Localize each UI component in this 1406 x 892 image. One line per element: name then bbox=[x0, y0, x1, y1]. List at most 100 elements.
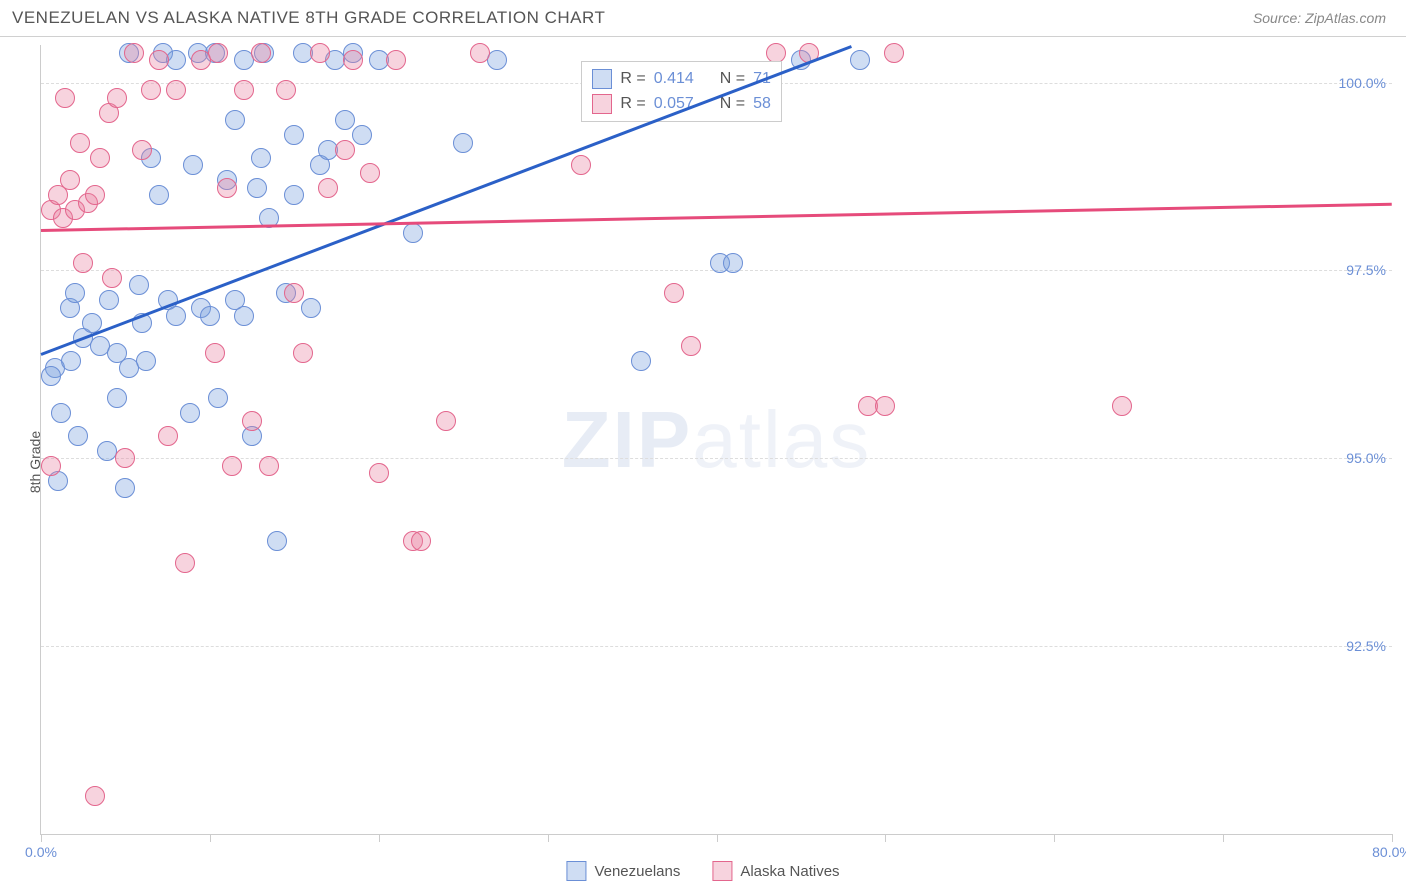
scatter-point bbox=[234, 306, 254, 326]
scatter-point bbox=[850, 50, 870, 70]
scatter-point bbox=[276, 80, 296, 100]
legend-label: Venezuelans bbox=[594, 863, 680, 880]
x-tick-label: 80.0% bbox=[1372, 844, 1406, 860]
scatter-point bbox=[205, 343, 225, 363]
scatter-point bbox=[149, 50, 169, 70]
scatter-point bbox=[97, 441, 117, 461]
x-tick bbox=[548, 834, 549, 842]
scatter-point bbox=[411, 531, 431, 551]
scatter-point bbox=[335, 110, 355, 130]
legend-item-venezuelans: Venezuelans bbox=[566, 861, 680, 881]
scatter-point bbox=[41, 366, 61, 386]
scatter-point bbox=[85, 786, 105, 806]
scatter-point bbox=[301, 298, 321, 318]
scatter-point bbox=[293, 343, 313, 363]
scatter-point bbox=[55, 88, 75, 108]
scatter-point bbox=[318, 178, 338, 198]
scatter-point bbox=[360, 163, 380, 183]
scatter-point bbox=[132, 140, 152, 160]
legend-swatch-icon bbox=[566, 861, 586, 881]
scatter-point bbox=[234, 80, 254, 100]
scatter-point bbox=[470, 43, 490, 63]
scatter-point bbox=[208, 43, 228, 63]
r-label: R = bbox=[620, 66, 645, 92]
x-tick bbox=[717, 834, 718, 842]
chart-area: 8th Grade ZIPatlas 92.5%95.0%97.5%100.0%… bbox=[0, 37, 1406, 887]
x-tick bbox=[885, 834, 886, 842]
scatter-point bbox=[183, 155, 203, 175]
scatter-point bbox=[723, 253, 743, 273]
source-attribution: Source: ZipAtlas.com bbox=[1253, 10, 1386, 26]
x-tick bbox=[41, 834, 42, 842]
scatter-point bbox=[70, 133, 90, 153]
scatter-point bbox=[180, 403, 200, 423]
x-tick bbox=[1054, 834, 1055, 842]
legend-swatch-icon bbox=[712, 861, 732, 881]
x-tick-label: 0.0% bbox=[25, 844, 57, 860]
scatter-point bbox=[68, 426, 88, 446]
scatter-point bbox=[107, 388, 127, 408]
scatter-point bbox=[631, 351, 651, 371]
scatter-point bbox=[310, 43, 330, 63]
bottom-legend: Venezuelans Alaska Natives bbox=[566, 861, 839, 881]
r-label: R = bbox=[620, 91, 645, 117]
watermark-atlas: atlas bbox=[692, 395, 871, 484]
gridline bbox=[41, 646, 1392, 647]
scatter-point bbox=[60, 170, 80, 190]
scatter-point bbox=[41, 456, 61, 476]
scatter-point bbox=[217, 178, 237, 198]
scatter-point bbox=[403, 223, 423, 243]
legend-item-alaska-natives: Alaska Natives bbox=[712, 861, 839, 881]
x-tick bbox=[1223, 834, 1224, 842]
scatter-point bbox=[90, 148, 110, 168]
scatter-point bbox=[208, 388, 228, 408]
scatter-point bbox=[166, 306, 186, 326]
scatter-point bbox=[107, 88, 127, 108]
y-tick-label: 95.0% bbox=[1346, 450, 1386, 466]
correlation-stats-box: R = 0.414N = 71R = 0.057N = 58 bbox=[581, 61, 782, 122]
scatter-point bbox=[352, 125, 372, 145]
scatter-point bbox=[149, 185, 169, 205]
scatter-point bbox=[225, 110, 245, 130]
scatter-point bbox=[65, 283, 85, 303]
scatter-point bbox=[141, 80, 161, 100]
r-value: 0.414 bbox=[654, 66, 694, 92]
scatter-point bbox=[242, 411, 262, 431]
gridline bbox=[41, 458, 1392, 459]
watermark-zip: ZIP bbox=[562, 395, 692, 484]
x-tick bbox=[379, 834, 380, 842]
scatter-point bbox=[259, 456, 279, 476]
scatter-point bbox=[1112, 396, 1132, 416]
x-tick bbox=[1392, 834, 1393, 842]
scatter-point bbox=[664, 283, 684, 303]
scatter-point bbox=[85, 185, 105, 205]
scatter-point bbox=[61, 351, 81, 371]
scatter-point bbox=[115, 448, 135, 468]
scatter-point bbox=[99, 290, 119, 310]
scatter-point bbox=[251, 148, 271, 168]
stats-row: R = 0.057N = 58 bbox=[592, 91, 771, 117]
scatter-point bbox=[284, 125, 304, 145]
trend-line bbox=[41, 203, 1392, 232]
scatter-point bbox=[571, 155, 591, 175]
stats-swatch-icon bbox=[592, 69, 612, 89]
scatter-point bbox=[343, 50, 363, 70]
scatter-point bbox=[124, 43, 144, 63]
scatter-point bbox=[251, 43, 271, 63]
scatter-point bbox=[369, 463, 389, 483]
chart-title: VENEZUELAN VS ALASKA NATIVE 8TH GRADE CO… bbox=[12, 8, 605, 28]
scatter-point bbox=[284, 185, 304, 205]
scatter-point bbox=[222, 456, 242, 476]
scatter-point bbox=[681, 336, 701, 356]
source-name: ZipAtlas.com bbox=[1305, 10, 1386, 26]
scatter-point bbox=[453, 133, 473, 153]
scatter-point bbox=[158, 426, 178, 446]
scatter-point bbox=[766, 43, 786, 63]
scatter-point bbox=[386, 50, 406, 70]
scatter-point bbox=[884, 43, 904, 63]
scatter-point bbox=[436, 411, 456, 431]
scatter-point bbox=[115, 478, 135, 498]
scatter-point bbox=[267, 531, 287, 551]
scatter-point bbox=[284, 283, 304, 303]
scatter-point bbox=[51, 403, 71, 423]
